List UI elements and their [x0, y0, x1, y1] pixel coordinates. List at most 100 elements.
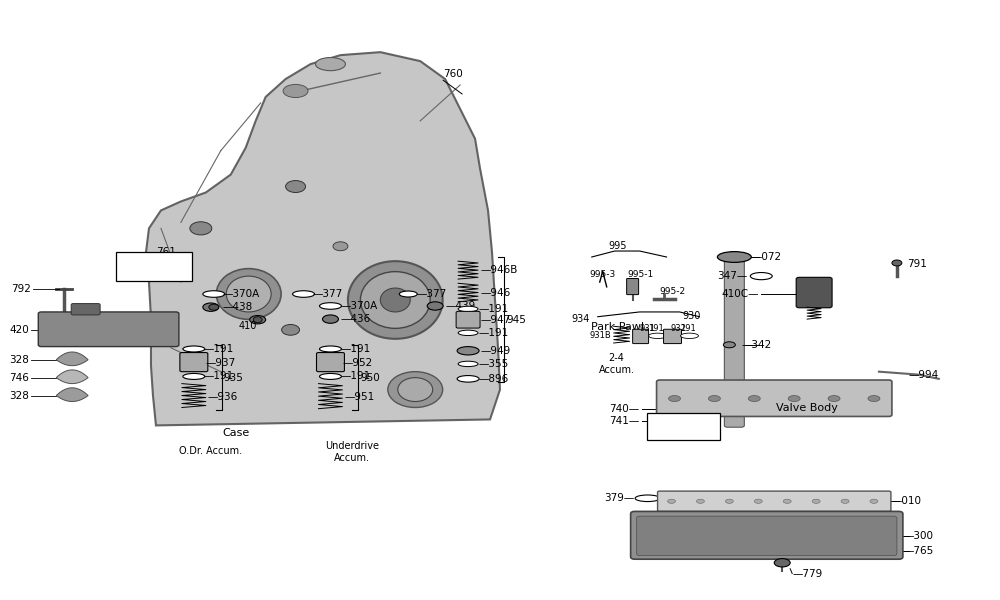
Ellipse shape	[774, 559, 790, 567]
FancyBboxPatch shape	[647, 413, 720, 440]
Ellipse shape	[183, 346, 205, 352]
Ellipse shape	[870, 499, 878, 503]
Text: —946: —946	[480, 288, 510, 298]
FancyBboxPatch shape	[71, 304, 100, 315]
Text: Case
Parts: Case Parts	[142, 256, 166, 277]
Ellipse shape	[226, 276, 271, 312]
Text: —191: —191	[340, 344, 371, 354]
Text: —342: —342	[741, 340, 772, 350]
Text: —951: —951	[344, 392, 375, 402]
Ellipse shape	[750, 272, 772, 280]
Polygon shape	[56, 352, 88, 365]
Ellipse shape	[457, 347, 479, 355]
Ellipse shape	[286, 181, 306, 193]
Text: 746: 746	[9, 373, 29, 383]
Text: —355: —355	[478, 359, 508, 369]
FancyBboxPatch shape	[317, 353, 344, 371]
Ellipse shape	[458, 306, 478, 311]
Text: 792: 792	[11, 284, 31, 294]
Ellipse shape	[427, 302, 443, 310]
Ellipse shape	[457, 376, 479, 382]
Text: 930: 930	[682, 311, 701, 320]
Text: O.Dr. Accum.: O.Dr. Accum.	[179, 446, 242, 455]
Text: —072: —072	[751, 252, 781, 262]
Text: —937: —937	[206, 358, 236, 368]
Text: —300: —300	[904, 531, 934, 541]
Text: —952: —952	[342, 358, 373, 368]
Ellipse shape	[725, 499, 733, 503]
Ellipse shape	[253, 317, 262, 323]
Text: 328: 328	[9, 355, 29, 365]
Ellipse shape	[398, 377, 433, 401]
Text: —370A: —370A	[340, 301, 378, 311]
Ellipse shape	[708, 395, 720, 401]
Text: 328: 328	[9, 391, 29, 401]
Text: 931B: 931B	[590, 331, 612, 340]
Text: 191: 191	[680, 323, 695, 332]
Ellipse shape	[190, 222, 212, 235]
Ellipse shape	[320, 346, 341, 352]
Ellipse shape	[216, 269, 281, 319]
Ellipse shape	[293, 291, 315, 298]
Text: 410C—: 410C—	[722, 289, 759, 299]
Text: 995-1: 995-1	[628, 271, 654, 280]
Ellipse shape	[892, 260, 902, 266]
Ellipse shape	[250, 316, 266, 324]
FancyBboxPatch shape	[116, 252, 192, 281]
Ellipse shape	[723, 342, 735, 348]
Ellipse shape	[868, 395, 880, 401]
Ellipse shape	[783, 499, 791, 503]
PathPatch shape	[146, 52, 500, 425]
Ellipse shape	[203, 291, 225, 298]
Text: 995-3: 995-3	[590, 271, 616, 280]
Text: 420: 420	[10, 325, 29, 335]
Ellipse shape	[458, 361, 478, 367]
Ellipse shape	[399, 291, 417, 297]
Text: 995: 995	[608, 241, 627, 251]
Ellipse shape	[333, 242, 348, 251]
Ellipse shape	[348, 261, 443, 339]
Ellipse shape	[828, 395, 840, 401]
Text: Case: Case	[222, 428, 249, 437]
Text: —191: —191	[478, 304, 508, 314]
Text: 950: 950	[360, 373, 380, 383]
FancyBboxPatch shape	[631, 511, 903, 559]
Text: —947: —947	[480, 315, 510, 325]
Text: —779: —779	[792, 569, 822, 578]
Ellipse shape	[812, 499, 820, 503]
Ellipse shape	[669, 395, 680, 401]
Text: —994: —994	[909, 370, 939, 380]
Text: V.B.
Parts: V.B. Parts	[671, 416, 696, 437]
Text: Park Pawl: Park Pawl	[591, 322, 644, 332]
Text: —949: —949	[480, 346, 510, 356]
Polygon shape	[56, 370, 88, 383]
FancyBboxPatch shape	[38, 312, 179, 347]
Text: 934: 934	[571, 314, 590, 324]
Ellipse shape	[283, 85, 308, 98]
Ellipse shape	[320, 302, 341, 309]
Ellipse shape	[841, 499, 849, 503]
Text: 741—: 741—	[609, 416, 640, 425]
FancyBboxPatch shape	[664, 329, 681, 344]
Text: 760: 760	[443, 69, 463, 79]
Text: —946B: —946B	[480, 265, 517, 275]
Ellipse shape	[458, 330, 478, 335]
Ellipse shape	[696, 499, 704, 503]
Ellipse shape	[183, 373, 205, 379]
Text: 191: 191	[648, 323, 663, 332]
Ellipse shape	[360, 272, 430, 328]
Text: —191: —191	[204, 371, 234, 382]
Text: —377: —377	[416, 289, 446, 299]
Ellipse shape	[754, 499, 762, 503]
Ellipse shape	[209, 304, 219, 310]
Text: —765: —765	[904, 546, 934, 556]
Ellipse shape	[680, 333, 698, 338]
FancyBboxPatch shape	[658, 491, 891, 511]
Ellipse shape	[717, 251, 751, 262]
Text: —191: —191	[478, 328, 508, 338]
FancyBboxPatch shape	[627, 278, 639, 295]
Ellipse shape	[316, 58, 345, 71]
FancyBboxPatch shape	[657, 380, 892, 416]
FancyBboxPatch shape	[633, 329, 649, 344]
Text: 995-2: 995-2	[660, 287, 686, 296]
